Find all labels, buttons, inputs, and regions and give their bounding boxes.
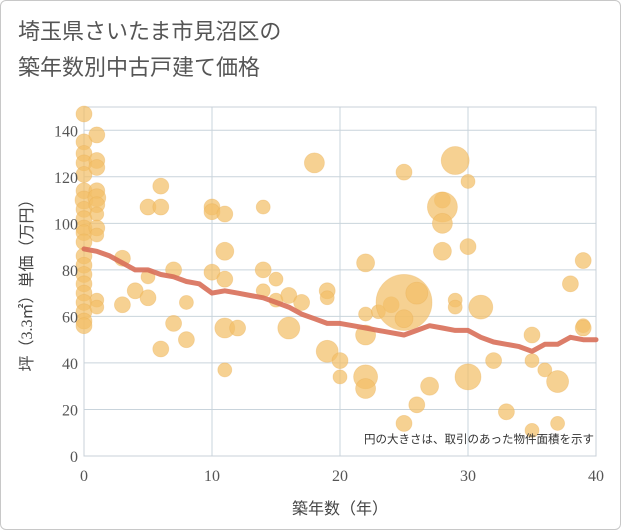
data-bubble [75,105,93,123]
data-bubble [358,306,374,322]
data-bubble [331,352,349,370]
data-bubble [114,296,131,314]
data-bubble [89,206,105,222]
trend-line [81,246,599,354]
data-bubble [88,126,106,144]
data-bubble [254,261,272,279]
x-tick-label: 0 [80,468,88,485]
data-bubble [523,326,541,344]
data-bubble [408,396,426,414]
data-bubble [468,294,494,320]
data-bubble [315,339,339,363]
x-tick-label: 40 [588,468,604,485]
data-bubble [89,299,105,315]
data-bubble [405,281,429,305]
data-bubble [485,352,503,370]
data-bubble [395,415,413,432]
data-bubble [562,275,579,293]
x-tick-labels: 0 10 20 30 40 [80,468,604,485]
y-tick-label: 0 [70,449,78,466]
bubble-series [74,105,592,438]
data-bubble [216,270,234,288]
grid-lines [83,107,597,457]
data-bubble [546,370,569,393]
data-bubble [152,340,170,358]
data-bubble [303,152,325,174]
data-bubble [255,199,271,215]
y-tick-label: 100 [54,216,78,233]
data-bubble [75,317,93,335]
x-tick-label: 10 [204,468,220,485]
data-bubble [229,319,247,337]
chart-title-line-1: 埼玉県さいたま市見沼区の [18,20,282,45]
y-tick-labels: 0 20 40 60 80 100 120 140 [54,123,78,466]
data-bubble [454,363,482,391]
data-bubble [574,319,592,337]
data-bubble [524,423,540,438]
y-tick-label: 20 [62,402,78,419]
data-bubble [293,294,311,311]
y-axis-label: 坪（3.3㎡）単価（万円） [18,191,36,371]
data-bubble [356,253,376,273]
chart-title: 埼玉県さいたま市見沼区の 築年数別中古戸建て価格 [18,15,281,87]
data-bubble [447,299,463,315]
data-bubble [394,309,414,329]
data-bubble [277,316,301,340]
data-bubble [152,177,170,195]
data-bubble [177,331,195,349]
y-tick-label: 120 [54,170,78,187]
data-bubble [432,241,452,261]
data-bubble [178,295,194,310]
data-bubble [319,290,335,306]
data-bubble [459,238,477,256]
data-bubble [537,362,553,378]
data-bubble [203,263,221,281]
data-bubble [431,212,453,234]
data-bubble [460,174,476,189]
x-tick-label: 20 [332,468,348,485]
data-bubble [497,403,515,421]
data-bubble [440,146,470,175]
data-bubble [524,353,540,369]
data-bubble [88,159,106,176]
data-bubble [217,362,233,378]
y-tick-label: 40 [62,356,78,373]
data-bubble [332,369,348,385]
data-bubble [89,227,105,243]
data-bubble [215,241,235,261]
data-bubble [355,378,377,399]
bubble-size-note: 円の大きさは、取引のあった物件面積を示す [364,432,594,446]
x-axis-label: 築年数（年） [292,500,388,518]
data-bubble [126,282,144,300]
data-bubble [152,198,170,216]
data-bubble [395,163,413,181]
data-bubble [165,314,183,332]
data-bubble [550,416,565,431]
y-tick-label: 60 [62,309,78,326]
data-bubble [268,271,284,287]
data-bubble [75,166,93,183]
y-tick-label: 140 [54,123,78,140]
data-bubble [420,376,440,396]
y-tick-label: 80 [62,263,78,280]
x-tick-label: 30 [460,468,476,485]
data-bubble [574,252,592,269]
data-bubble [139,289,157,307]
chart-title-line-2: 築年数別中古戸建て価格 [18,56,261,81]
data-bubble [280,287,298,304]
data-bubble [216,205,234,223]
